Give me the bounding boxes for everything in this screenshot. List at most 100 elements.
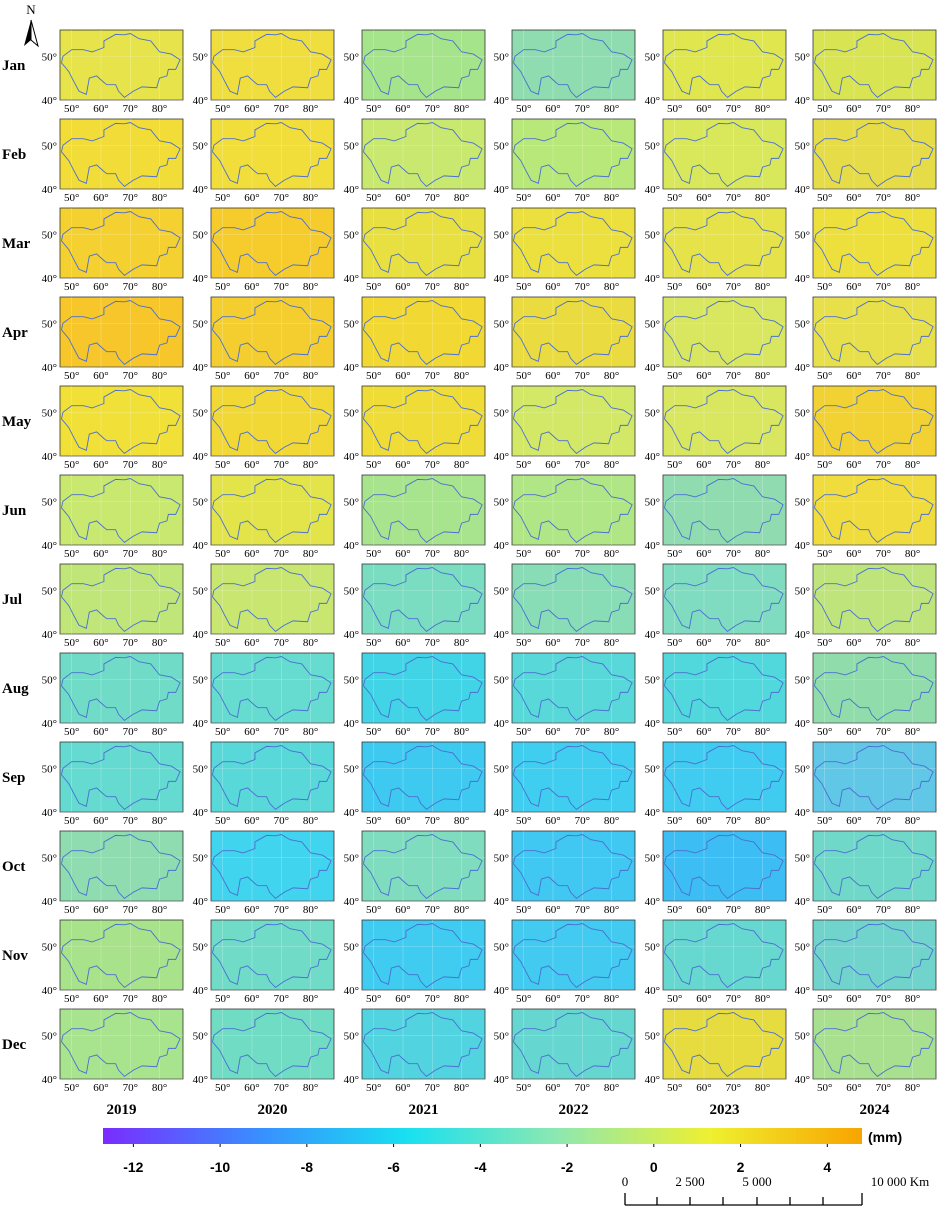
colorbar-tick-label: 2	[737, 1159, 745, 1175]
map-background	[361, 118, 486, 190]
lat-tick-label: 40°	[344, 95, 359, 107]
lat-tick-label: 40°	[193, 1074, 208, 1086]
lon-tick-label: 50°	[366, 993, 381, 1005]
month-label: Nov	[2, 948, 28, 964]
map-background	[662, 29, 787, 101]
lat-tick-label: 40°	[795, 1074, 810, 1086]
lon-tick-label: 50°	[516, 726, 531, 738]
lon-tick-label: 60°	[846, 459, 861, 471]
lon-tick-label: 60°	[395, 904, 410, 916]
map-background	[662, 1008, 787, 1080]
country-outline	[61, 33, 181, 98]
lon-tick-label: 80°	[755, 370, 770, 382]
lon-tick-label: 50°	[817, 459, 832, 471]
lon-tick-label: 70°	[123, 548, 138, 560]
map-background	[59, 207, 184, 279]
lat-tick-label: 40°	[344, 807, 359, 819]
lon-tick-label: 60°	[244, 103, 259, 115]
lon-tick-label: 80°	[152, 370, 167, 382]
lat-tick-label: 40°	[193, 95, 208, 107]
lon-tick-label: 60°	[395, 281, 410, 293]
lat-tick-label: 50°	[494, 763, 509, 775]
country-outline	[664, 834, 784, 899]
lon-tick-label: 50°	[64, 370, 79, 382]
map-panel: 50° 60° 70° 80° 40° 50°	[344, 385, 486, 471]
country-outline	[814, 211, 934, 276]
lon-tick-label: 50°	[64, 637, 79, 649]
lat-tick-label: 50°	[344, 318, 359, 330]
map-background	[59, 563, 184, 635]
map-panel: 50° 60° 70° 80° 40° 50°	[645, 296, 787, 382]
lat-tick-label: 50°	[645, 763, 660, 775]
lon-tick-label: 80°	[755, 904, 770, 916]
lon-tick-label: 70°	[876, 726, 891, 738]
lon-tick-label: 50°	[64, 815, 79, 827]
country-outline	[363, 1012, 483, 1077]
lon-tick-label: 60°	[545, 281, 560, 293]
lon-tick-label: 80°	[604, 993, 619, 1005]
lat-tick-label: 50°	[42, 941, 57, 953]
lon-tick-label: 60°	[93, 281, 108, 293]
lon-tick-label: 60°	[244, 637, 259, 649]
lat-tick-label: 50°	[494, 1030, 509, 1042]
map-background	[361, 29, 486, 101]
map-background	[511, 296, 636, 368]
lon-tick-label: 70°	[726, 192, 741, 204]
lon-tick-label: 60°	[696, 726, 711, 738]
lat-tick-label: 50°	[344, 407, 359, 419]
map-background	[210, 741, 335, 813]
lat-tick-label: 50°	[344, 585, 359, 597]
lat-tick-label: 50°	[344, 852, 359, 864]
lat-tick-label: 50°	[42, 674, 57, 686]
lon-tick-label: 50°	[667, 637, 682, 649]
lon-tick-label: 50°	[64, 904, 79, 916]
lat-tick-label: 50°	[494, 852, 509, 864]
map-panel: 50° 60° 70° 80° 40° 50°	[344, 919, 486, 1005]
map-background	[361, 563, 486, 635]
country-outline	[363, 389, 483, 454]
lon-tick-label: 80°	[454, 637, 469, 649]
map-panel: 50° 60° 70° 80° 40° 50°	[645, 652, 787, 738]
lat-tick-label: 40°	[344, 273, 359, 285]
lat-tick-label: 50°	[645, 496, 660, 508]
lon-tick-label: 50°	[215, 370, 230, 382]
lon-tick-label: 80°	[152, 281, 167, 293]
lon-tick-label: 50°	[366, 370, 381, 382]
lon-tick-label: 70°	[274, 637, 289, 649]
lon-tick-label: 60°	[696, 904, 711, 916]
lon-tick-label: 50°	[215, 459, 230, 471]
lon-tick-label: 80°	[755, 815, 770, 827]
lat-tick-label: 50°	[193, 496, 208, 508]
lon-tick-label: 70°	[726, 904, 741, 916]
lat-tick-label: 40°	[645, 629, 660, 641]
lon-tick-label: 70°	[726, 459, 741, 471]
month-label: Aug	[2, 681, 29, 697]
country-outline	[363, 478, 483, 543]
colorbar	[103, 1128, 862, 1144]
map-background	[812, 296, 937, 368]
lat-tick-label: 50°	[193, 674, 208, 686]
lon-tick-label: 50°	[64, 459, 79, 471]
lon-tick-label: 80°	[905, 993, 920, 1005]
country-outline	[61, 478, 181, 543]
lon-tick-label: 60°	[696, 815, 711, 827]
colorbar-tick-label: -12	[123, 1159, 143, 1175]
lon-tick-label: 60°	[545, 993, 560, 1005]
month-label: Dec	[2, 1037, 26, 1053]
lon-tick-label: 80°	[152, 726, 167, 738]
lon-tick-label: 50°	[667, 459, 682, 471]
lon-tick-label: 70°	[425, 726, 440, 738]
lon-tick-label: 70°	[425, 459, 440, 471]
lat-tick-label: 40°	[42, 451, 57, 463]
lon-tick-label: 70°	[876, 904, 891, 916]
lon-tick-label: 60°	[545, 459, 560, 471]
lon-tick-label: 80°	[905, 637, 920, 649]
lat-tick-label: 50°	[193, 407, 208, 419]
map-panel: 50° 60° 70° 80° 40° 50°	[494, 830, 636, 916]
lon-tick-label: 60°	[846, 103, 861, 115]
lat-tick-label: 40°	[795, 362, 810, 374]
map-background	[662, 207, 787, 279]
lon-tick-label: 50°	[366, 1082, 381, 1094]
lon-tick-label: 70°	[876, 281, 891, 293]
map-panel: 50° 60° 70° 80° 40° 50°	[645, 207, 787, 293]
